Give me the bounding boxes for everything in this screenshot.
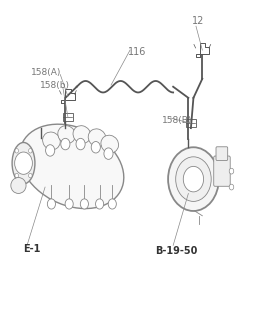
Circle shape (76, 138, 85, 150)
Circle shape (15, 173, 18, 178)
Circle shape (14, 152, 32, 174)
FancyBboxPatch shape (185, 119, 195, 127)
Circle shape (15, 148, 18, 153)
Circle shape (228, 168, 233, 174)
FancyBboxPatch shape (213, 156, 229, 186)
Circle shape (60, 138, 70, 150)
FancyBboxPatch shape (215, 147, 227, 160)
Text: 158(B): 158(B) (161, 116, 191, 125)
Text: 12: 12 (192, 16, 204, 27)
Text: 116: 116 (127, 47, 145, 57)
Circle shape (167, 147, 218, 211)
Circle shape (183, 166, 203, 192)
Circle shape (28, 148, 32, 153)
Circle shape (228, 184, 233, 190)
Ellipse shape (42, 132, 60, 150)
Text: E-1: E-1 (23, 244, 41, 254)
Ellipse shape (11, 178, 26, 194)
Ellipse shape (12, 142, 35, 184)
FancyBboxPatch shape (62, 113, 73, 121)
Circle shape (95, 199, 103, 209)
Text: B-19-50: B-19-50 (155, 246, 197, 256)
Circle shape (104, 148, 113, 159)
Circle shape (80, 199, 88, 209)
Circle shape (108, 199, 116, 209)
Circle shape (175, 157, 210, 201)
Circle shape (47, 199, 55, 209)
Ellipse shape (58, 126, 75, 143)
Ellipse shape (101, 135, 118, 153)
Ellipse shape (73, 126, 90, 143)
Circle shape (28, 173, 32, 178)
Text: 158(A): 158(A) (31, 68, 61, 77)
Ellipse shape (20, 124, 123, 209)
Circle shape (91, 141, 100, 153)
Circle shape (45, 145, 55, 156)
Ellipse shape (88, 129, 105, 147)
Text: 158(b): 158(b) (40, 81, 70, 90)
Circle shape (65, 199, 73, 209)
